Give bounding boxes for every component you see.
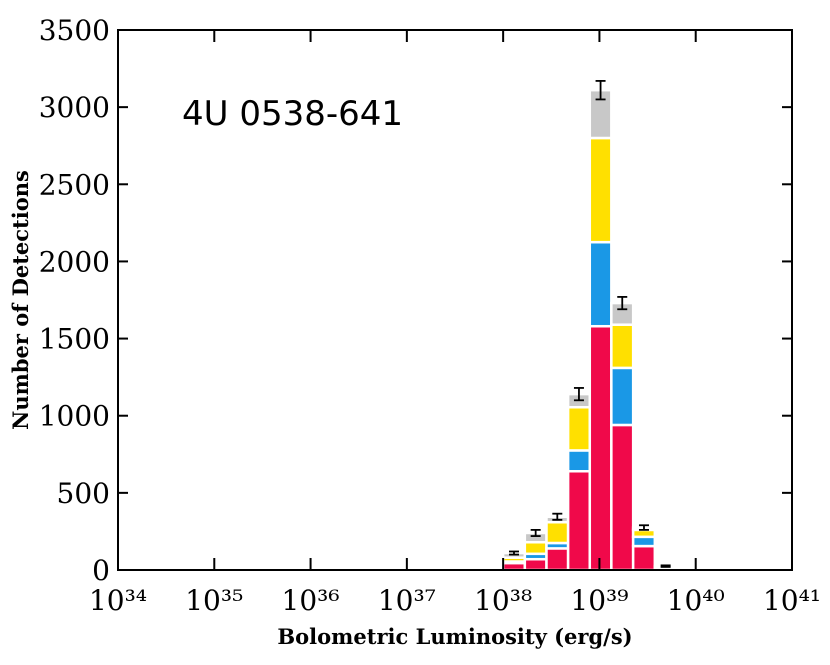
y-tick-label: 1000 xyxy=(39,400,110,433)
bar-segment xyxy=(588,240,613,328)
bar-segment xyxy=(566,405,592,452)
x-tick-label: 10³⁶ xyxy=(282,584,340,617)
y-tick-label: 3500 xyxy=(39,14,110,47)
y-tick-label: 2000 xyxy=(39,245,110,278)
bar-segment xyxy=(566,449,592,473)
bar-segment xyxy=(610,366,635,427)
plot-frame xyxy=(117,29,793,571)
y-axis-label: Number of Detections xyxy=(8,170,33,430)
y-tick-label: 1500 xyxy=(39,323,110,356)
x-axis-label: Bolometric Luminosity (erg/s) xyxy=(277,624,632,649)
x-tick-label: 10³⁵ xyxy=(185,584,243,617)
bar-segment xyxy=(631,544,657,572)
bar-segment xyxy=(566,470,592,572)
x-tick-label: 10⁴⁰ xyxy=(667,584,725,617)
x-tick-label: 10⁴¹ xyxy=(763,584,821,617)
bar-segment xyxy=(588,136,613,244)
bar-segment xyxy=(610,323,635,370)
y-tick-label: 2500 xyxy=(39,168,110,201)
x-tick-label: 10³⁴ xyxy=(89,584,147,617)
y-tick-label: 0 xyxy=(92,554,110,587)
bar-segment xyxy=(631,535,657,548)
bar-segment xyxy=(545,547,570,572)
error-bar xyxy=(660,564,671,568)
error-bar xyxy=(617,296,628,311)
x-tick-label: 10³⁸ xyxy=(474,584,532,617)
error-bar xyxy=(530,528,541,537)
error-bar xyxy=(595,80,606,101)
annotation: 4U 0538-641 xyxy=(182,94,403,134)
bar-segment xyxy=(523,557,548,572)
x-tick-label: 10³⁷ xyxy=(378,584,436,617)
y-tick-label: 3000 xyxy=(39,91,110,124)
error-bar xyxy=(508,550,519,556)
bar-segment xyxy=(588,324,613,572)
error-bar xyxy=(638,524,649,531)
x-tick-label: 10³⁹ xyxy=(570,584,628,617)
y-tick-label: 500 xyxy=(57,477,110,510)
bar-segment xyxy=(523,540,548,556)
error-bar xyxy=(552,512,563,521)
bar-segment xyxy=(545,520,570,545)
bar-segment xyxy=(610,423,635,572)
error-bar xyxy=(573,387,584,402)
